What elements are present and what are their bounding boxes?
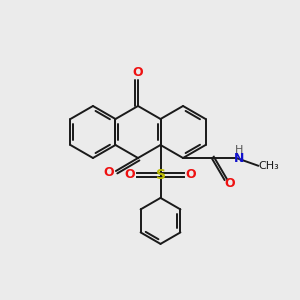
Text: O: O	[186, 168, 196, 182]
Text: S: S	[155, 168, 166, 182]
Text: O: O	[125, 168, 135, 182]
Text: O: O	[103, 166, 114, 178]
Text: CH₃: CH₃	[258, 161, 279, 171]
Text: O: O	[224, 177, 235, 190]
Text: N: N	[234, 152, 244, 166]
Text: O: O	[133, 67, 143, 80]
Text: H: H	[235, 145, 244, 155]
